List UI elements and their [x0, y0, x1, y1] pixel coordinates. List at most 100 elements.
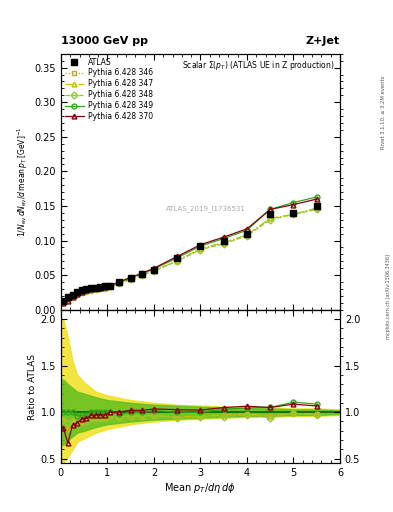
Pythia 6.428 348	[89, 287, 94, 293]
ATLAS	[221, 238, 226, 244]
Pythia 6.428 347	[94, 286, 98, 292]
Pythia 6.428 370	[79, 289, 84, 295]
Pythia 6.428 346	[175, 258, 180, 264]
Pythia 6.428 347	[117, 281, 121, 287]
Pythia 6.428 349	[152, 266, 156, 272]
Pythia 6.428 349	[175, 255, 180, 261]
ATLAS	[70, 291, 75, 297]
Pythia 6.428 349	[268, 206, 273, 212]
Line: Pythia 6.428 348: Pythia 6.428 348	[61, 207, 319, 305]
Pythia 6.428 370	[314, 196, 319, 202]
Pythia 6.428 346	[152, 268, 156, 274]
Pythia 6.428 348	[103, 285, 107, 291]
Pythia 6.428 349	[140, 271, 145, 277]
Pythia 6.428 348	[314, 206, 319, 212]
Pythia 6.428 347	[198, 246, 203, 252]
Pythia 6.428 370	[268, 206, 273, 212]
ATLAS	[198, 243, 203, 249]
ATLAS	[103, 283, 107, 289]
Pythia 6.428 349	[221, 236, 226, 242]
Pythia 6.428 370	[291, 202, 296, 208]
X-axis label: Mean $p_T/d\eta\,d\phi$: Mean $p_T/d\eta\,d\phi$	[165, 481, 236, 495]
Line: Pythia 6.428 349: Pythia 6.428 349	[61, 195, 319, 304]
Pythia 6.428 370	[61, 300, 66, 306]
Pythia 6.428 347	[79, 289, 84, 295]
Pythia 6.428 348	[291, 211, 296, 218]
Pythia 6.428 370	[70, 293, 75, 300]
Pythia 6.428 370	[221, 234, 226, 240]
Pythia 6.428 347	[66, 296, 70, 303]
Pythia 6.428 346	[107, 283, 112, 289]
ATLAS	[291, 210, 296, 216]
Line: Pythia 6.428 346: Pythia 6.428 346	[61, 206, 319, 305]
Pythia 6.428 348	[94, 286, 98, 292]
Pythia 6.428 347	[98, 285, 103, 291]
Pythia 6.428 348	[98, 285, 103, 291]
Pythia 6.428 346	[70, 293, 75, 299]
Pythia 6.428 346	[94, 285, 98, 291]
Pythia 6.428 349	[94, 285, 98, 291]
ATLAS	[314, 203, 319, 209]
Pythia 6.428 347	[61, 299, 66, 305]
Pythia 6.428 370	[152, 265, 156, 271]
Pythia 6.428 370	[89, 286, 94, 292]
Pythia 6.428 346	[244, 232, 249, 238]
Pythia 6.428 347	[70, 293, 75, 299]
Pythia 6.428 348	[107, 283, 112, 289]
Pythia 6.428 349	[107, 283, 112, 289]
Pythia 6.428 346	[198, 246, 203, 252]
Pythia 6.428 349	[84, 287, 89, 293]
Text: 13000 GeV pp: 13000 GeV pp	[61, 36, 148, 46]
Pythia 6.428 370	[94, 285, 98, 291]
Pythia 6.428 349	[89, 285, 94, 291]
Legend: ATLAS, Pythia 6.428 346, Pythia 6.428 347, Pythia 6.428 348, Pythia 6.428 349, P: ATLAS, Pythia 6.428 346, Pythia 6.428 34…	[63, 56, 154, 123]
Pythia 6.428 346	[84, 287, 89, 293]
Pythia 6.428 347	[140, 272, 145, 278]
Line: ATLAS: ATLAS	[61, 203, 320, 304]
ATLAS	[94, 285, 98, 291]
Pythia 6.428 349	[75, 289, 79, 295]
ATLAS	[244, 230, 249, 237]
Pythia 6.428 346	[268, 216, 273, 222]
ATLAS	[128, 275, 133, 281]
Pythia 6.428 346	[98, 285, 103, 291]
ATLAS	[140, 271, 145, 277]
Pythia 6.428 370	[107, 283, 112, 289]
Pythia 6.428 346	[61, 299, 66, 305]
Pythia 6.428 348	[152, 268, 156, 274]
Pythia 6.428 370	[66, 298, 70, 305]
Pythia 6.428 346	[140, 272, 145, 278]
Pythia 6.428 347	[89, 287, 94, 293]
Pythia 6.428 348	[244, 232, 249, 239]
Pythia 6.428 348	[128, 276, 133, 283]
Pythia 6.428 348	[61, 299, 66, 305]
Pythia 6.428 347	[107, 283, 112, 289]
ATLAS	[98, 284, 103, 290]
Pythia 6.428 348	[84, 288, 89, 294]
Pythia 6.428 370	[244, 226, 249, 232]
Pythia 6.428 348	[79, 289, 84, 295]
Pythia 6.428 347	[175, 258, 180, 264]
ATLAS	[117, 279, 121, 285]
Text: mcplots.cern.ch [arXiv:1306.3436]: mcplots.cern.ch [arXiv:1306.3436]	[386, 254, 391, 339]
Pythia 6.428 347	[314, 205, 319, 211]
Pythia 6.428 349	[66, 294, 70, 301]
Pythia 6.428 348	[140, 272, 145, 278]
Pythia 6.428 370	[117, 279, 121, 285]
ATLAS	[152, 267, 156, 273]
Pythia 6.428 346	[75, 291, 79, 297]
Pythia 6.428 349	[61, 298, 66, 305]
ATLAS	[61, 298, 66, 305]
Pythia 6.428 370	[98, 285, 103, 291]
Pythia 6.428 347	[75, 291, 79, 297]
Pythia 6.428 349	[128, 275, 133, 281]
Pythia 6.428 347	[221, 240, 226, 246]
ATLAS	[268, 211, 273, 218]
Pythia 6.428 347	[152, 268, 156, 274]
Pythia 6.428 349	[117, 280, 121, 286]
Pythia 6.428 370	[84, 287, 89, 293]
ATLAS	[79, 287, 84, 293]
Pythia 6.428 349	[103, 283, 107, 289]
Pythia 6.428 346	[291, 211, 296, 218]
Pythia 6.428 370	[75, 291, 79, 297]
